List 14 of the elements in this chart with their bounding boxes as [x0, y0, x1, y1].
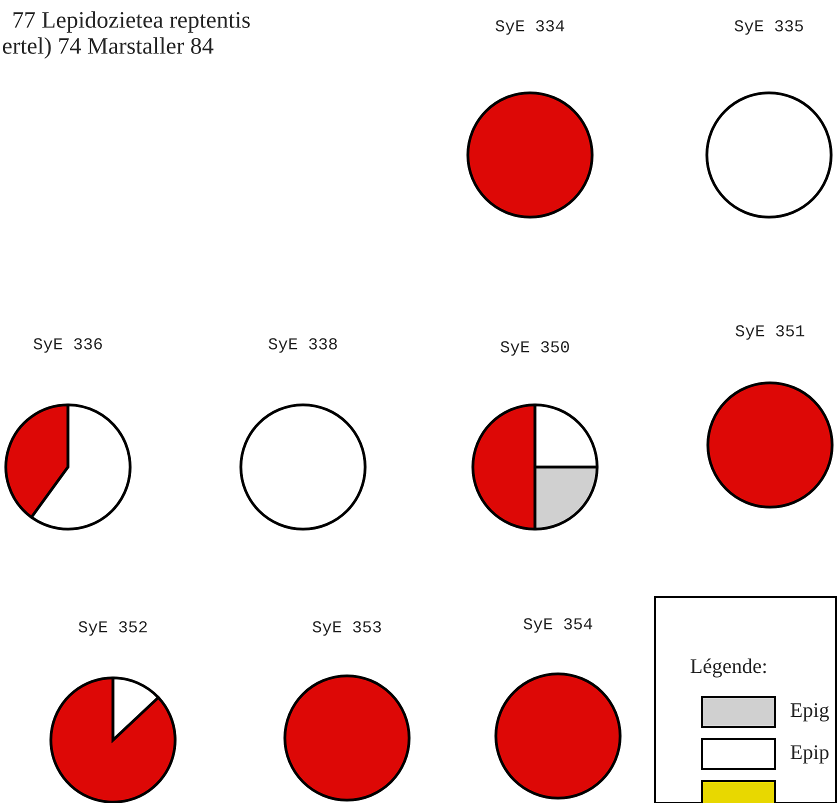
category-label: Epip [790, 745, 829, 764]
chart-title: SyE 354 [524, 618, 592, 633]
text: 77 Lepidozietea reptentis [14, 11, 250, 33]
chart-title: SyE 352 [78, 621, 147, 636]
chart-title: SyE 336 [34, 338, 102, 353]
chart-title: SyE 351 [736, 325, 804, 340]
chart-title: SyE 338 [268, 338, 337, 353]
text: ertel) 74 Marstaller 84 [2, 37, 214, 59]
chart-title: SyE 335 [734, 20, 803, 35]
chart-title: SyE 334 [496, 20, 564, 35]
category-label: Epig [790, 703, 829, 722]
chart-title: SyE 353 [312, 621, 381, 636]
chart-title: SyE 350 [500, 341, 569, 356]
legend-title: Légende: [690, 658, 766, 678]
